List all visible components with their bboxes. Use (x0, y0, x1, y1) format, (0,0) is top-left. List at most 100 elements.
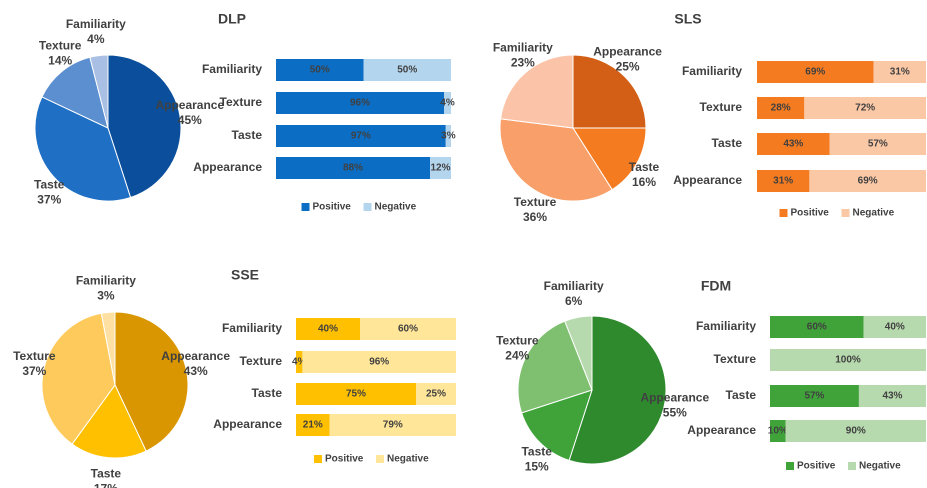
bar-value-label: 21% (303, 420, 323, 431)
pie-value-label: 16% (632, 175, 656, 189)
bar-segment (444, 92, 451, 114)
pie-slice (41, 56, 109, 129)
bar-segment (770, 420, 786, 442)
pie-slice (114, 311, 189, 452)
bar-segment (302, 351, 456, 373)
legend-swatch (786, 462, 794, 470)
bar-value-label: 4% (292, 357, 307, 368)
pie-label: Familiarity (66, 17, 126, 31)
legend-label: Positive (797, 461, 836, 472)
bar-segment (296, 414, 330, 436)
y-tick-label: Taste (232, 128, 263, 142)
pie-value-label: 36% (523, 210, 547, 224)
pie-value-label: 45% (178, 113, 202, 127)
bar-segment (757, 133, 830, 155)
pie-slice (568, 315, 667, 465)
bar-value-label: 12% (430, 163, 450, 174)
bar-segment (863, 316, 926, 338)
bar-segment (363, 59, 451, 81)
pie-value-label: 55% (663, 406, 687, 420)
bar-value-label: 3% (441, 131, 456, 142)
pie-slice (34, 96, 132, 202)
chart-title: FDM (701, 278, 731, 294)
bar-segment (445, 125, 451, 147)
legend-label: Negative (853, 208, 895, 219)
bar-value-label: 10% (768, 426, 788, 437)
bar-segment (804, 97, 926, 119)
bar-segment (809, 170, 926, 192)
chart-title: SLS (674, 11, 701, 27)
pie-label: Familiarity (76, 274, 136, 288)
pie-label: Taste (521, 444, 552, 458)
bar-segment (360, 318, 456, 340)
y-tick-label: Familiarity (222, 321, 282, 335)
y-tick-label: Texture (220, 95, 263, 109)
bar-segment (276, 157, 430, 179)
y-tick-label: Appearance (213, 417, 282, 431)
pie-slice (100, 311, 116, 386)
bar-value-label: 57% (804, 391, 824, 402)
pie-slice (499, 118, 613, 202)
pie-label: Familiarity (544, 279, 604, 293)
bar-value-label: 100% (835, 355, 861, 366)
pie-value-label: 4% (87, 32, 105, 46)
pie-slice (572, 54, 647, 129)
pie-slice (500, 54, 574, 129)
bar-value-label: 50% (310, 65, 330, 76)
legend-swatch (301, 203, 310, 211)
legend-label: Negative (859, 461, 901, 472)
chart-title: SSE (231, 267, 259, 283)
pie-value-label: 43% (184, 364, 208, 378)
legend-swatch (848, 462, 856, 470)
legend-label: Positive (791, 208, 830, 219)
bar-value-label: 97% (351, 131, 371, 142)
pie-slice (41, 312, 116, 445)
bar-value-label: 40% (885, 322, 905, 333)
bar-value-label: 69% (858, 176, 878, 187)
bar-segment (858, 385, 926, 407)
bar-value-label: 25% (426, 389, 446, 400)
y-tick-label: Taste (712, 136, 743, 150)
y-tick-label: Texture (714, 352, 757, 366)
bar-segment (276, 59, 364, 81)
pie-slice (107, 54, 182, 199)
bar-value-label: 96% (369, 357, 389, 368)
bar-value-label: 60% (807, 322, 827, 333)
y-tick-label: Familiarity (696, 319, 756, 333)
pie-label: Texture (514, 195, 557, 209)
bar-segment (430, 157, 451, 179)
chart-title: DLP (218, 11, 246, 27)
y-tick-label: Taste (726, 388, 757, 402)
pie-label: Texture (496, 333, 539, 347)
legend-swatch (376, 455, 384, 463)
pie-value-label: 15% (525, 459, 549, 473)
bar-value-label: 31% (773, 176, 793, 187)
bar-value-label: 60% (398, 324, 418, 335)
bar-value-label: 72% (855, 103, 875, 114)
bar-segment (873, 61, 926, 83)
bar-value-label: 28% (771, 103, 791, 114)
pie-value-label: 37% (37, 192, 61, 206)
bar-value-label: 96% (350, 98, 370, 109)
legend-swatch (363, 203, 372, 211)
bar-segment (770, 385, 859, 407)
y-tick-label: Appearance (193, 160, 262, 174)
bar-value-label: 57% (868, 139, 888, 150)
y-tick-label: Appearance (673, 173, 742, 187)
bar-segment (785, 420, 926, 442)
bar-value-label: 31% (890, 67, 910, 78)
pie-label: Appearance (640, 391, 709, 405)
pie-value-label: 24% (505, 348, 529, 362)
legend-swatch (779, 209, 788, 217)
bar-value-label: 43% (783, 139, 803, 150)
legend-label: Positive (325, 454, 364, 465)
pie-label: Appearance (161, 349, 230, 363)
bar-segment (829, 133, 926, 155)
y-tick-label: Familiarity (202, 62, 262, 76)
pie-value-label: 37% (22, 364, 46, 378)
pie-value-label: 14% (48, 53, 72, 67)
bar-segment (296, 383, 416, 405)
bar-segment (757, 97, 805, 119)
bar-segment (296, 351, 303, 373)
legend-swatch (314, 455, 322, 463)
